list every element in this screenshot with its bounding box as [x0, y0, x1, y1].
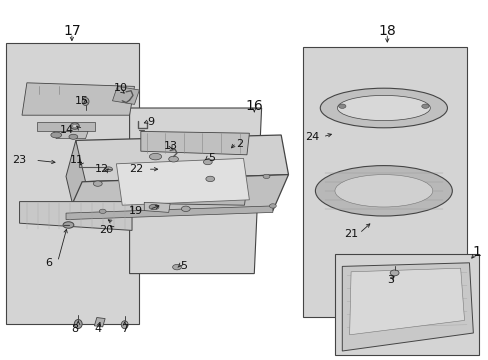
Text: 22: 22 — [128, 164, 143, 174]
Bar — [303, 47, 466, 317]
Ellipse shape — [421, 104, 428, 108]
Ellipse shape — [69, 134, 78, 139]
Ellipse shape — [203, 159, 212, 165]
Polygon shape — [144, 202, 170, 212]
Polygon shape — [94, 318, 105, 327]
Text: 8: 8 — [71, 324, 78, 334]
Ellipse shape — [334, 175, 432, 207]
Ellipse shape — [70, 123, 79, 129]
Text: 14: 14 — [60, 125, 74, 135]
Text: 5: 5 — [207, 153, 214, 163]
Polygon shape — [76, 135, 288, 182]
Ellipse shape — [315, 166, 451, 216]
Ellipse shape — [72, 124, 77, 128]
Polygon shape — [20, 202, 132, 230]
Ellipse shape — [74, 320, 82, 328]
Text: 1: 1 — [471, 245, 480, 259]
Text: 10: 10 — [114, 83, 128, 93]
Ellipse shape — [181, 206, 190, 211]
Text: 18: 18 — [378, 24, 395, 37]
Polygon shape — [6, 43, 139, 324]
Ellipse shape — [82, 98, 89, 105]
Ellipse shape — [63, 222, 74, 228]
Text: 15: 15 — [75, 96, 88, 106]
Text: 20: 20 — [100, 225, 113, 235]
Polygon shape — [66, 140, 85, 218]
Text: 17: 17 — [63, 24, 81, 37]
Ellipse shape — [168, 156, 178, 162]
Ellipse shape — [149, 153, 161, 160]
Ellipse shape — [121, 321, 128, 329]
Polygon shape — [66, 175, 288, 218]
Text: 16: 16 — [245, 99, 263, 113]
Ellipse shape — [269, 204, 276, 208]
Text: 6: 6 — [45, 258, 52, 268]
Ellipse shape — [51, 132, 61, 138]
Ellipse shape — [172, 264, 181, 270]
Ellipse shape — [205, 176, 214, 181]
Text: 7: 7 — [121, 324, 128, 334]
Polygon shape — [22, 83, 134, 115]
Text: 3: 3 — [386, 275, 393, 285]
Text: 21: 21 — [344, 229, 357, 239]
Text: 23: 23 — [13, 155, 26, 165]
Polygon shape — [141, 131, 249, 155]
Polygon shape — [116, 158, 249, 205]
Ellipse shape — [320, 88, 447, 128]
Ellipse shape — [389, 270, 398, 276]
Ellipse shape — [99, 209, 106, 213]
Text: 12: 12 — [95, 164, 108, 174]
Ellipse shape — [263, 174, 269, 179]
Text: 24: 24 — [304, 132, 319, 142]
Text: 4: 4 — [94, 324, 101, 334]
Text: 2: 2 — [236, 139, 243, 149]
Polygon shape — [37, 122, 95, 131]
Polygon shape — [112, 86, 139, 104]
Text: 19: 19 — [129, 206, 142, 216]
Polygon shape — [349, 268, 464, 335]
Text: 13: 13 — [164, 141, 178, 151]
Ellipse shape — [93, 181, 102, 186]
Ellipse shape — [149, 204, 159, 210]
Bar — [334, 254, 478, 355]
Text: 5: 5 — [180, 261, 186, 271]
Polygon shape — [66, 206, 272, 220]
Text: 9: 9 — [147, 117, 154, 127]
Ellipse shape — [338, 104, 346, 108]
Ellipse shape — [104, 167, 112, 171]
Polygon shape — [129, 108, 261, 274]
Polygon shape — [54, 131, 88, 139]
Ellipse shape — [337, 95, 429, 121]
Polygon shape — [342, 263, 472, 351]
Text: 11: 11 — [70, 155, 84, 165]
Polygon shape — [140, 184, 246, 205]
